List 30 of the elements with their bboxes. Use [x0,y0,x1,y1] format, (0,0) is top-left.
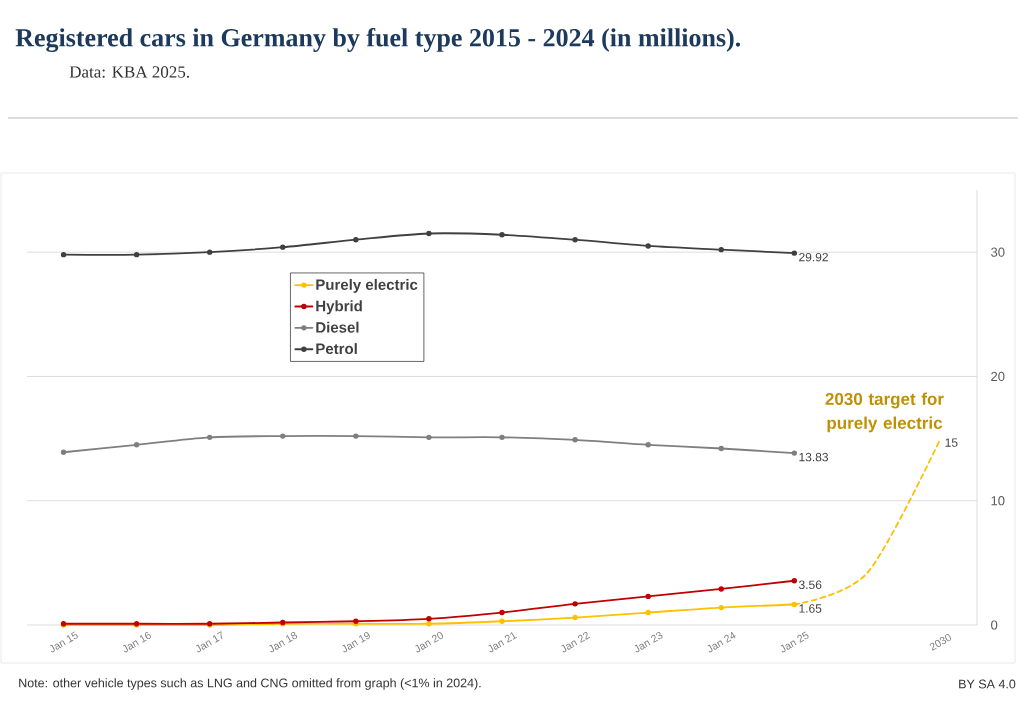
text: BY SA 4.0 [959,679,1016,689]
x-tick-label: Jan 23 [634,631,663,653]
y-tick-label: 20 [991,371,1005,382]
legend-label: Diesel [316,321,359,333]
x-tick-label: Jan 20 [415,632,444,653]
data-label: 13.83 [799,452,829,462]
x-tick-label: Jan 22 [561,631,591,653]
y-tick-label: 30 [991,247,1005,257]
legend-label: Purely electric [316,278,418,293]
x-tick-label: Jan 25 [780,631,809,653]
chart-subtitle: Data: KBA 2025. [69,66,189,78]
x-tick-label: Jan 17 [196,631,223,653]
legend-label: Hybrid [316,300,362,315]
data-label: 1.65 [799,604,822,613]
x-tick-label: 2030 [929,634,952,651]
y-tick-label: 10 [991,496,1005,506]
x-tick-label: Jan 21 [488,632,518,653]
x-tick-label: Jan 15 [49,631,78,653]
data-label: 15 [945,438,958,447]
data-label: 3.56 [798,580,822,589]
legend-label: Petrol [316,343,357,355]
x-tick-label: Jan 24 [707,631,736,653]
chart-title: Registered cars in Germany by fuel type 2015 - 2024 (in millions). [15,27,741,53]
x-tick-label: Jan 19 [342,632,370,653]
annotation: 2030 target for purely electric [825,392,944,433]
y-tick-label: 0 [991,620,998,630]
data-label: 29.92 [799,252,828,262]
text: Note: other vehicle types such as LNG and CNG omitted from graph (<1% in 2024). [19,678,481,690]
x-tick-label: Jan 18 [269,631,298,653]
x-tick-label: Jan 16 [122,631,151,653]
